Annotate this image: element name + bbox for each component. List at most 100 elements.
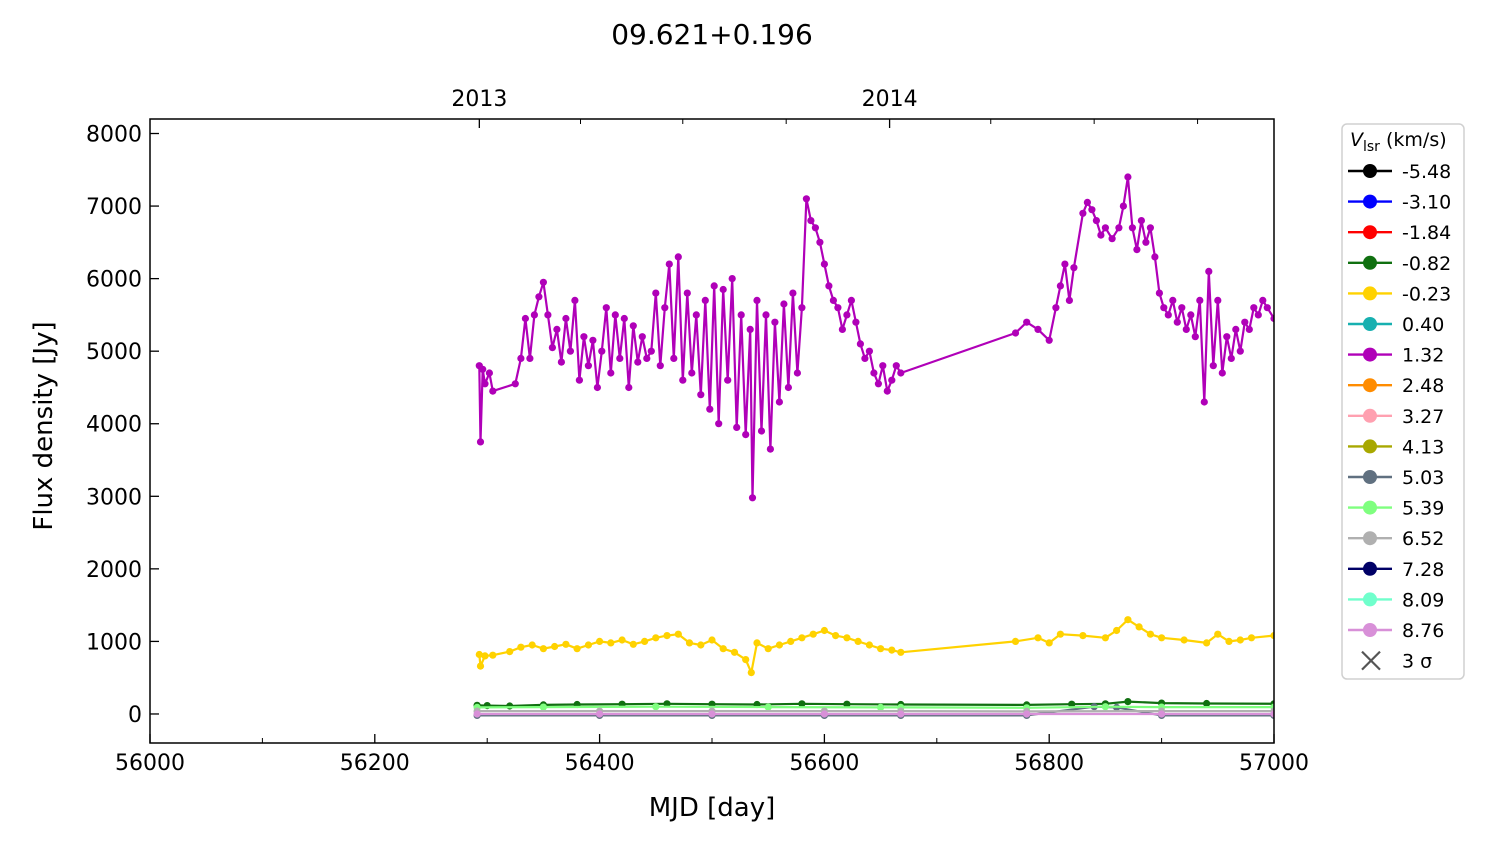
series-line (478, 618, 1274, 674)
data-point (861, 354, 869, 362)
data-point (807, 217, 815, 225)
data-point (780, 300, 788, 308)
x-axis-title: MJD [day] (649, 793, 776, 823)
cross-icon (1361, 650, 1381, 671)
data-point (793, 369, 802, 377)
legend-entry: 5.03 (1348, 467, 1444, 489)
data-point (697, 641, 705, 649)
data-point (1124, 616, 1132, 624)
data-point (843, 634, 851, 642)
legend-entry-sigma: 3 σ (1361, 650, 1432, 673)
data-point (697, 391, 705, 399)
data-point (1247, 634, 1256, 642)
legend-label: 5.39 (1402, 498, 1444, 520)
data-point (575, 376, 584, 384)
data-point (1146, 630, 1154, 638)
data-point (766, 445, 775, 453)
data-point (652, 634, 660, 642)
data-point (1263, 304, 1271, 312)
data-point (1236, 347, 1244, 355)
data-point (670, 354, 678, 362)
data-point (661, 304, 669, 312)
data-point (1169, 296, 1177, 304)
legend-label: 7.28 (1402, 559, 1444, 581)
data-point (476, 662, 485, 670)
series--0.23 (475, 616, 1274, 677)
legend-label-sigma: 3 σ (1402, 651, 1432, 673)
legend-entry: 4.13 (1348, 436, 1444, 458)
data-point (798, 634, 806, 642)
data-point (748, 494, 757, 502)
data-point (584, 641, 593, 649)
data-point (618, 636, 626, 644)
legend-marker (1363, 347, 1377, 362)
data-point (832, 632, 840, 640)
data-point (733, 423, 741, 431)
legend-entry: 6.52 (1348, 528, 1444, 550)
data-point (847, 296, 856, 304)
data-point (784, 383, 793, 392)
top-tick-label: 2013 (451, 87, 507, 112)
data-point (879, 362, 887, 370)
data-point (701, 296, 709, 304)
data-point (544, 311, 552, 319)
data-point (1124, 698, 1132, 706)
data-point (638, 333, 646, 341)
data-point (877, 703, 885, 712)
data-point (838, 325, 847, 333)
data-point (1097, 231, 1105, 239)
legend-marker (1363, 378, 1377, 393)
legend-label: 5.03 (1402, 467, 1444, 489)
legend-marker (1363, 286, 1377, 301)
data-point (775, 398, 784, 406)
legend-label: 3.27 (1402, 406, 1444, 428)
data-point (674, 630, 682, 638)
data-point (652, 289, 660, 297)
data-point (1225, 637, 1233, 646)
data-point (607, 639, 615, 647)
data-point (598, 347, 606, 355)
legend-title: Vlsr (km/s) (1350, 129, 1447, 155)
data-point (1101, 703, 1109, 711)
y-tick-label: 3000 (86, 485, 142, 510)
legend-entry: 5.39 (1348, 498, 1444, 520)
data-point (1173, 318, 1181, 326)
legend-title-unit: (km/s) (1380, 129, 1447, 151)
data-point (473, 710, 481, 718)
data-point (1270, 314, 1274, 323)
data-point (1259, 296, 1267, 304)
data-point (870, 369, 878, 377)
data-point (852, 318, 860, 326)
data-point (742, 656, 750, 664)
legend-marker (1363, 225, 1377, 240)
data-point (476, 438, 485, 446)
data-point (679, 376, 687, 384)
data-point (1070, 264, 1078, 272)
legend-title-subscript: lsr (1363, 139, 1380, 155)
data-point (506, 648, 514, 656)
legend-entry: -0.82 (1348, 253, 1451, 275)
legend-marker (1363, 592, 1377, 607)
legend-marker (1363, 500, 1377, 515)
legend-label: 6.52 (1402, 528, 1444, 550)
data-point (865, 347, 874, 355)
data-point (479, 365, 487, 373)
data-point (1214, 296, 1222, 304)
data-point (1182, 325, 1190, 333)
data-point (620, 314, 628, 323)
data-point (607, 369, 615, 377)
series-8.76 (473, 710, 1274, 718)
data-point (764, 645, 772, 653)
data-point (663, 632, 671, 640)
data-point (1205, 267, 1213, 275)
legend-title-symbol: V (1350, 129, 1365, 151)
data-point (1146, 224, 1154, 232)
legend-marker (1363, 531, 1377, 546)
data-point (1180, 636, 1188, 644)
data-point (1203, 699, 1211, 708)
data-point (481, 380, 489, 388)
data-point (580, 333, 588, 341)
legend-marker (1363, 164, 1377, 178)
legend-marker (1363, 623, 1377, 637)
